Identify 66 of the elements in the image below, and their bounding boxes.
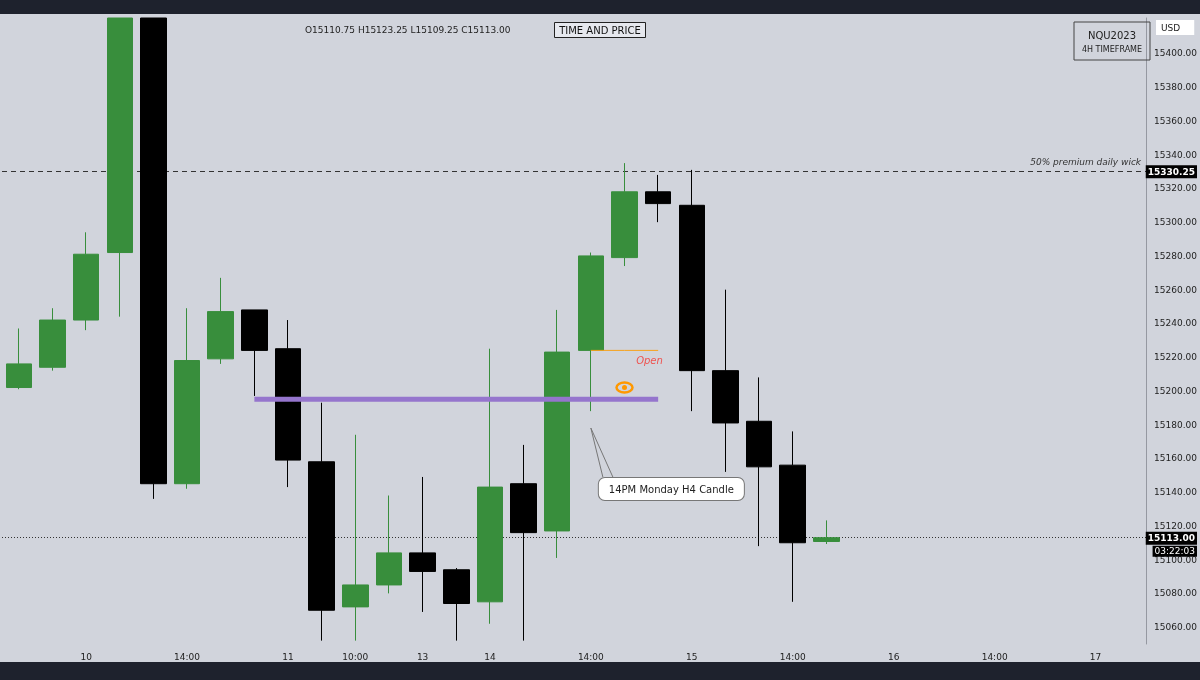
x-tick-label: 17 — [1089, 651, 1102, 662]
y-tick-label: 15180.00 — [1154, 419, 1198, 430]
candlestick — [544, 309, 570, 559]
y-tick-label: 15200.00 — [1154, 385, 1198, 396]
y-tick-label: 15080.00 — [1154, 588, 1198, 599]
y-tick-label: 15300.00 — [1154, 217, 1198, 228]
y-tick-label: 15220.00 — [1154, 352, 1198, 363]
candlestick — [443, 567, 470, 642]
candlestick — [409, 476, 436, 613]
x-tick-label: 14:00 — [981, 651, 1008, 662]
annotation: 14PM Monday H4 Candle — [608, 483, 734, 495]
series-label: Open — [636, 354, 663, 366]
x-tick-label: 14:00 — [779, 651, 806, 662]
candlestick — [39, 307, 66, 372]
x-tick-label: 11 — [282, 651, 294, 662]
x-tick-label: 14:00 — [174, 651, 201, 662]
candlestick — [73, 231, 99, 331]
candlestick — [813, 519, 840, 545]
candlestick — [241, 309, 268, 397]
y-tick-label: 15280.00 — [1154, 250, 1198, 261]
candlestick — [477, 348, 503, 625]
y-tick-label: 15400.00 — [1154, 48, 1198, 59]
candlestick — [611, 162, 638, 267]
text: 15113.00 — [1147, 533, 1195, 544]
candlestick — [174, 307, 200, 490]
candlestick — [207, 277, 234, 365]
x-tick-label: 15 — [686, 651, 698, 662]
y-axis-title: USD — [1161, 22, 1181, 33]
candlestick — [6, 327, 32, 390]
y-tick-label: 15380.00 — [1154, 82, 1198, 93]
candlestick — [779, 430, 806, 603]
x-tick-label: 14:00 — [577, 651, 605, 662]
x-tick-label: 14 — [484, 651, 496, 662]
y-tick-label: 15140.00 — [1154, 487, 1198, 498]
candlestick — [510, 444, 537, 642]
y-tick-label: 15260.00 — [1154, 284, 1198, 295]
y-tick-label: 15340.00 — [1154, 149, 1198, 160]
candlestick — [712, 289, 739, 473]
annotation: NQU2023 — [1087, 29, 1137, 41]
x-tick-label: 16 — [887, 651, 900, 662]
text: O15110.75 H15123.25 L15109.25 C15113.00 — [305, 24, 511, 35]
x-tick-label: 10 — [80, 651, 93, 662]
x-tick-label: 13 — [416, 651, 429, 662]
y-tick-label: 15120.00 — [1154, 520, 1198, 531]
candlestick — [679, 169, 705, 412]
candlestick — [746, 376, 772, 547]
candlestick — [578, 252, 604, 412]
candlestick — [376, 495, 402, 594]
y-tick-label: 15060.00 — [1154, 622, 1198, 633]
candlestick — [140, 17, 167, 500]
annotation: 4H TIMEFRAME — [1081, 44, 1143, 54]
candlestick — [275, 319, 301, 488]
y-tick-label: 15240.00 — [1154, 318, 1198, 329]
text: 15330.25 — [1147, 166, 1195, 177]
candlestick — [107, 17, 133, 318]
text: TIME AND PRICE — [558, 24, 641, 36]
candlestick — [342, 434, 369, 642]
ref-line-label: 50% premium daily wick — [1030, 156, 1142, 167]
y-tick-label: 15320.00 — [1154, 183, 1198, 194]
candlestick — [308, 402, 335, 642]
candlestick — [645, 174, 671, 223]
y-tick-label: 15100.00 — [1154, 554, 1198, 565]
y-tick-label: 15160.00 — [1154, 453, 1198, 464]
text: 03:22:03 — [1154, 546, 1195, 557]
y-tick-label: 15360.00 — [1154, 115, 1198, 126]
x-tick-label: 10:00 — [342, 651, 369, 662]
